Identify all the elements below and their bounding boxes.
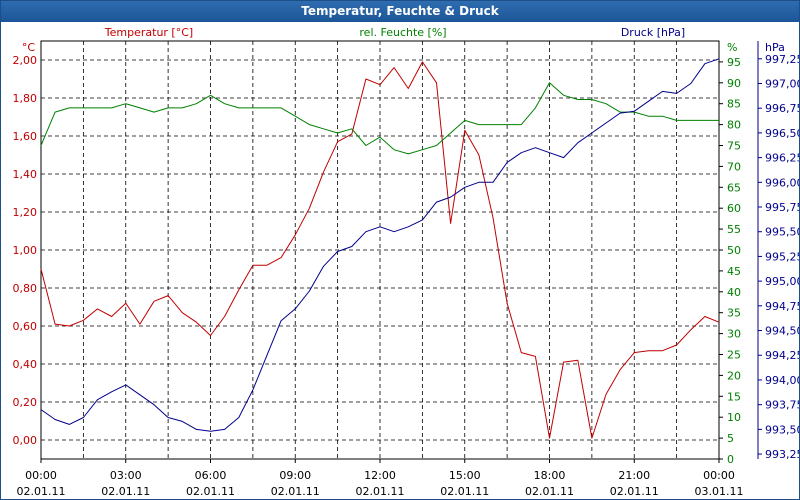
pressure-tick-label: 996,00 — [765, 176, 799, 189]
pressure-tick-label: 993,75 — [765, 399, 799, 412]
humidity-tick-label: 40 — [727, 286, 741, 299]
pressure-tick-label: 995,00 — [765, 275, 799, 288]
temperature-tick-label: 1,60 — [13, 130, 38, 143]
x-tick-time-label: 00:00 — [703, 469, 735, 482]
humidity-tick-label: 60 — [727, 202, 741, 215]
temperature-series-label: Temperatur [°C] — [104, 26, 193, 39]
temperature-tick-label: 0,00 — [13, 434, 38, 447]
pressure-tick-label: 995,50 — [765, 226, 799, 239]
humidity-tick-label: 80 — [727, 119, 741, 132]
humidity-unit-label: % — [727, 41, 737, 54]
x-tick-time-label: 00:00 — [25, 469, 57, 482]
pressure-series-line — [40, 58, 720, 432]
x-tick-time-label: 21:00 — [618, 469, 650, 482]
x-tick-date-label: 02.01.11 — [440, 485, 489, 498]
x-tick-date-label: 02.01.11 — [101, 485, 150, 498]
x-tick-date-label: 02.01.11 — [525, 485, 574, 498]
x-tick-time-label: 06:00 — [195, 469, 227, 482]
x-tick-time-label: 15:00 — [449, 469, 481, 482]
pressure-tick-label: 994,50 — [765, 325, 799, 338]
x-tick-time-label: 18:00 — [534, 469, 566, 482]
pressure-unit-label: hPa — [765, 41, 785, 54]
pressure-tick-label: 996,25 — [765, 152, 799, 165]
humidity-tick-label: 10 — [727, 411, 741, 424]
humidity-tick-label: 85 — [727, 98, 741, 111]
humidity-tick-label: 15 — [727, 390, 741, 403]
x-tick-date-label: 03.01.11 — [695, 485, 744, 498]
temperature-tick-label: 0,20 — [13, 396, 38, 409]
x-tick-date-label: 02.01.11 — [610, 485, 659, 498]
pressure-tick-label: 995,25 — [765, 250, 799, 263]
temperature-tick-label: 1,80 — [13, 92, 38, 105]
temperature-tick-label: 0,80 — [13, 282, 38, 295]
humidity-tick-label: 75 — [727, 140, 741, 153]
temperature-tick-label: 1,40 — [13, 168, 38, 181]
window-title: Temperatur, Feuchte & Druck — [1, 1, 799, 22]
humidity-tick-label: 65 — [727, 181, 741, 194]
x-tick-date-label: 02.01.11 — [356, 485, 405, 498]
humidity-tick-label: 45 — [727, 265, 741, 278]
pressure-tick-label: 993,50 — [765, 423, 799, 436]
pressure-tick-label: 994,25 — [765, 349, 799, 362]
pressure-tick-label: 995,75 — [765, 201, 799, 214]
temperature-tick-label: 0,40 — [13, 358, 38, 371]
temperature-tick-label: 2,00 — [13, 54, 38, 67]
humidity-tick-label: 30 — [727, 328, 741, 341]
humidity-tick-label: 20 — [727, 369, 741, 382]
pressure-tick-label: 994,00 — [765, 374, 799, 387]
humidity-series-line — [40, 82, 719, 155]
humidity-tick-label: 95 — [727, 56, 741, 69]
humidity-tick-label: 90 — [727, 77, 741, 90]
x-tick-time-label: 09:00 — [279, 469, 311, 482]
humidity-series-label: rel. Feuchte [%] — [359, 26, 446, 39]
temperature-series-line — [40, 61, 720, 439]
x-tick-date-label: 02.01.11 — [17, 485, 66, 498]
humidity-tick-label: 55 — [727, 223, 741, 236]
x-tick-date-label: 02.01.11 — [271, 485, 320, 498]
temperature-tick-label: 1,20 — [13, 206, 38, 219]
pressure-tick-label: 996,75 — [765, 102, 799, 115]
humidity-tick-label: 70 — [727, 160, 741, 173]
pressure-tick-label: 993,25 — [765, 448, 799, 461]
pressure-tick-label: 997,00 — [765, 77, 799, 90]
humidity-tick-label: 50 — [727, 244, 741, 257]
pressure-tick-label: 994,75 — [765, 300, 799, 313]
temperature-tick-label: 0,60 — [13, 320, 38, 333]
humidity-tick-label: 0 — [727, 453, 734, 466]
pressure-series-label: Druck [hPa] — [621, 26, 685, 39]
humidity-tick-label: 5 — [727, 432, 734, 445]
pressure-tick-label: 997,25 — [765, 53, 799, 66]
x-tick-time-label: 03:00 — [110, 469, 142, 482]
x-tick-date-label: 02.01.11 — [186, 485, 235, 498]
temperature-unit-label: °C — [22, 41, 36, 54]
humidity-tick-label: 35 — [727, 307, 741, 320]
temperature-tick-label: 1,00 — [13, 244, 38, 257]
humidity-tick-label: 25 — [727, 349, 741, 362]
pressure-tick-label: 996,50 — [765, 127, 799, 140]
x-tick-time-label: 12:00 — [364, 469, 396, 482]
